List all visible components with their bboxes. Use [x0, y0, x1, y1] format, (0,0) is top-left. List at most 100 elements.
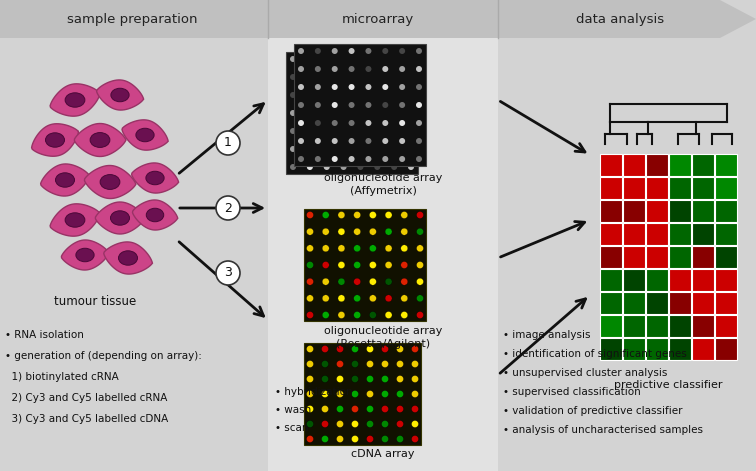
Polygon shape	[104, 242, 153, 274]
Ellipse shape	[332, 102, 338, 108]
Bar	[715, 177, 737, 199]
Ellipse shape	[324, 146, 330, 152]
Ellipse shape	[401, 211, 407, 219]
Bar	[692, 223, 714, 245]
Ellipse shape	[314, 120, 321, 126]
Ellipse shape	[370, 261, 376, 268]
Ellipse shape	[417, 261, 423, 268]
Bar	[715, 292, 737, 314]
Bar	[692, 177, 714, 199]
Ellipse shape	[370, 311, 376, 318]
Ellipse shape	[119, 251, 138, 265]
Ellipse shape	[401, 228, 407, 235]
Ellipse shape	[391, 128, 397, 134]
Bar	[623, 177, 645, 199]
Ellipse shape	[382, 390, 389, 398]
Bar	[692, 269, 714, 291]
Text: • wash: • wash	[275, 405, 311, 415]
Ellipse shape	[401, 311, 407, 318]
Ellipse shape	[349, 66, 355, 72]
Ellipse shape	[417, 228, 423, 235]
Polygon shape	[41, 164, 90, 196]
Ellipse shape	[383, 84, 389, 90]
Ellipse shape	[374, 146, 380, 152]
Bar	[623, 338, 645, 360]
Ellipse shape	[336, 406, 343, 413]
Ellipse shape	[383, 120, 389, 126]
Ellipse shape	[290, 164, 296, 170]
Text: data analysis: data analysis	[576, 13, 664, 25]
Ellipse shape	[336, 421, 343, 428]
Bar	[623, 292, 645, 314]
Ellipse shape	[417, 245, 423, 252]
Ellipse shape	[352, 390, 358, 398]
Ellipse shape	[306, 311, 314, 318]
Bar	[623, 246, 645, 268]
Ellipse shape	[416, 156, 422, 162]
Text: • RNA isolation: • RNA isolation	[5, 330, 84, 340]
Ellipse shape	[55, 173, 75, 187]
Bar	[692, 292, 714, 314]
Ellipse shape	[349, 138, 355, 144]
Ellipse shape	[340, 164, 346, 170]
Circle shape	[216, 131, 240, 155]
Bar	[692, 246, 714, 268]
Ellipse shape	[349, 156, 355, 162]
Bar	[623, 315, 645, 337]
Ellipse shape	[332, 66, 338, 72]
Ellipse shape	[352, 346, 358, 352]
Ellipse shape	[408, 74, 414, 80]
Ellipse shape	[367, 390, 373, 398]
Ellipse shape	[401, 245, 407, 252]
Ellipse shape	[321, 346, 329, 352]
Bar	[646, 200, 668, 222]
Ellipse shape	[340, 110, 346, 116]
Ellipse shape	[354, 245, 361, 252]
Bar	[268, 0, 498, 471]
Ellipse shape	[307, 74, 313, 80]
Ellipse shape	[338, 211, 345, 219]
Bar	[715, 269, 737, 291]
Bar	[669, 338, 691, 360]
Ellipse shape	[396, 406, 404, 413]
Ellipse shape	[399, 138, 405, 144]
Ellipse shape	[298, 120, 304, 126]
Ellipse shape	[411, 436, 419, 442]
Ellipse shape	[408, 56, 414, 62]
Ellipse shape	[382, 360, 389, 367]
Ellipse shape	[352, 436, 358, 442]
Ellipse shape	[382, 375, 389, 382]
Ellipse shape	[408, 128, 414, 134]
Ellipse shape	[385, 228, 392, 235]
Bar	[669, 292, 691, 314]
Ellipse shape	[417, 211, 423, 219]
Bar	[669, 223, 691, 245]
Bar	[646, 246, 668, 268]
Polygon shape	[97, 80, 144, 110]
Ellipse shape	[110, 211, 129, 225]
Ellipse shape	[338, 278, 345, 285]
Ellipse shape	[349, 120, 355, 126]
Ellipse shape	[411, 360, 419, 367]
Ellipse shape	[399, 102, 405, 108]
Ellipse shape	[354, 261, 361, 268]
Ellipse shape	[324, 164, 330, 170]
Bar	[600, 338, 622, 360]
Ellipse shape	[338, 261, 345, 268]
Ellipse shape	[306, 346, 314, 352]
Polygon shape	[85, 165, 136, 198]
Bar	[715, 154, 737, 176]
Ellipse shape	[306, 295, 314, 302]
Bar	[623, 269, 645, 291]
Ellipse shape	[401, 278, 407, 285]
Ellipse shape	[354, 211, 361, 219]
Ellipse shape	[332, 84, 338, 90]
Ellipse shape	[322, 228, 329, 235]
Text: • hybridization: • hybridization	[275, 387, 352, 397]
Ellipse shape	[90, 132, 110, 147]
Ellipse shape	[370, 278, 376, 285]
Ellipse shape	[298, 102, 304, 108]
Ellipse shape	[367, 421, 373, 428]
Ellipse shape	[338, 295, 345, 302]
FancyBboxPatch shape	[304, 209, 426, 321]
